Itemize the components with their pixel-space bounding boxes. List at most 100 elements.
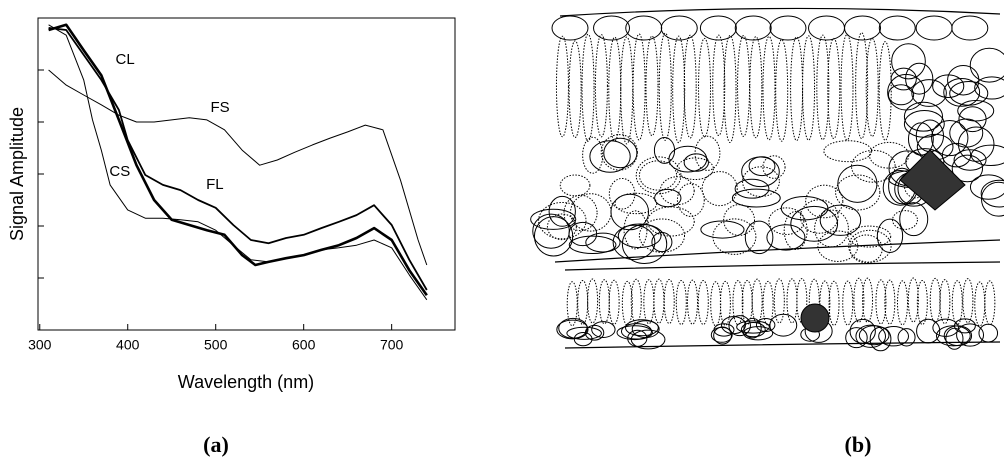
cell [551,15,589,41]
cell [734,178,770,199]
epidermis [564,261,1001,271]
cell [769,15,807,41]
cell [558,317,588,339]
cell [819,204,862,236]
cell [736,320,770,334]
cell [808,15,846,41]
cell [546,213,577,241]
cell [568,221,598,247]
plot-frame [37,17,456,331]
cell [559,174,591,197]
cell [630,278,642,324]
cell [737,35,751,137]
cell [853,277,865,323]
cell [868,141,910,169]
cell [608,279,620,325]
cell [683,34,697,139]
cell [732,280,744,326]
cell [943,77,981,107]
cell [582,136,604,174]
cell [884,279,896,325]
cell [594,34,608,138]
epidermis [564,341,1001,349]
x-tick-label: 500 [204,337,228,353]
cell [932,74,965,99]
cell [842,280,854,326]
cell [835,174,881,211]
cell [951,154,984,183]
cell [850,149,896,183]
cell [780,195,829,221]
series-line [48,24,428,301]
cell [783,210,808,251]
cell [668,145,708,173]
cell [953,318,976,334]
cell [974,281,986,327]
cell [548,195,576,227]
cell [658,32,672,141]
cell [741,156,780,188]
cell [775,39,789,142]
cell [974,76,1004,100]
y-axis-label: Signal Amplitude [7,107,27,241]
cell [887,73,926,111]
cell [916,318,941,344]
cell [916,279,928,325]
cell [984,280,996,326]
series-line [48,23,428,296]
cell [890,67,917,91]
cell [731,188,781,208]
cell [712,34,726,137]
cell [814,209,849,248]
cell [616,325,653,341]
cell [723,204,756,236]
cell [931,119,969,157]
cell [612,224,656,261]
cell [697,279,709,325]
cell [858,325,890,346]
cell [653,136,676,164]
cell [957,126,995,162]
cell [855,32,869,140]
cell [645,35,659,137]
cell [847,225,892,248]
cell [683,153,709,172]
cell [799,199,839,234]
cell [878,326,910,347]
cell [875,279,887,325]
cell [647,206,695,237]
series-line [48,69,428,266]
leaf-cross-section [530,7,1004,352]
cell [903,110,945,138]
cell [755,317,776,333]
cell [710,281,722,327]
cell [751,278,763,324]
cell [969,174,1004,200]
cell [887,84,915,106]
cell [915,15,953,41]
cell [587,278,599,324]
cell [840,34,854,141]
cell [643,279,655,325]
cell [957,100,995,122]
cell [620,36,634,145]
cell [915,119,945,153]
cell [769,313,798,337]
cell [849,318,876,344]
cell [949,118,984,148]
x-axis-label: Wavelength (nm) [178,372,314,392]
cell [694,135,721,171]
cell [676,183,705,217]
cell [566,326,602,340]
cell [962,278,974,324]
cell [533,216,574,257]
cell [953,149,987,171]
series-annotation: FL [206,176,224,193]
epidermis [559,7,1001,17]
cell [728,315,751,337]
cell [687,279,699,325]
cell [598,279,610,325]
cell [766,224,806,251]
